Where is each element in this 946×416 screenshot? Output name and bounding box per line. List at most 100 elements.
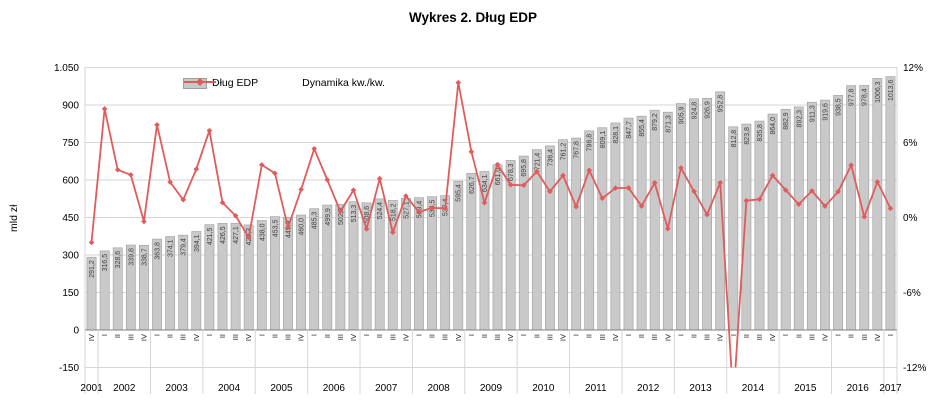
quarter-label: IV <box>663 334 672 341</box>
quarter-label: II <box>113 334 122 338</box>
diamond-marker-icon <box>678 165 684 171</box>
diamond-marker-icon <box>114 166 121 173</box>
quarter-label: I <box>205 334 214 336</box>
year-label: 2008 <box>427 383 450 394</box>
bar-value-label: 695,8 <box>521 159 528 177</box>
bar <box>806 101 817 331</box>
bar-value-label: 926,9 <box>705 101 712 119</box>
quarter-label: I <box>100 334 109 336</box>
bar-value-label: 626,7 <box>469 176 476 194</box>
legend-label: Dynamika kw./kw. <box>302 77 385 89</box>
year-label: 2013 <box>689 383 712 394</box>
chart-legend: Dług EDP Dynamika kw./kw. <box>183 77 385 89</box>
quarter-label: IV <box>820 334 829 341</box>
quarter-label: IV <box>139 334 148 341</box>
quarter-label: II <box>218 334 227 338</box>
diamond-marker-icon <box>376 175 383 182</box>
diamond-marker-icon <box>573 203 579 210</box>
quarter-label: III <box>126 334 135 340</box>
bar-value-label: 1013,6 <box>888 80 895 102</box>
quarter-label: III <box>493 334 502 340</box>
bar <box>545 145 555 331</box>
bar-value-label: 892,3 <box>796 110 803 128</box>
bar-value-label: 938,5 <box>836 98 843 116</box>
year-label: 2017 <box>879 383 902 394</box>
line-series-swatch <box>184 78 216 86</box>
y-left-tick-label: 600 <box>62 176 79 187</box>
bar <box>492 164 503 331</box>
bar-value-label: 879,2 <box>652 113 659 131</box>
bar-value-label: 661,0 <box>495 168 502 186</box>
y-right-tick-label: -6% <box>903 288 921 299</box>
diamond-marker-icon <box>468 148 475 155</box>
bar-value-label: 460,0 <box>299 218 306 236</box>
quarter-label: I <box>572 334 581 336</box>
year-label: 2005 <box>270 383 293 394</box>
bar <box>754 120 765 331</box>
diamond-marker-icon <box>481 199 488 206</box>
bar-value-label: 379,4 <box>181 238 188 256</box>
diamond-marker-icon <box>717 179 723 186</box>
diamond-marker-icon <box>730 398 736 404</box>
y-left-tick-label: 450 <box>62 213 79 224</box>
diamond-marker-icon <box>389 229 396 236</box>
bar-value-label: 485,3 <box>312 212 319 230</box>
bar-value-label: 905,9 <box>678 106 685 124</box>
bar-value-label: 978,4 <box>862 88 869 106</box>
quarter-label: III <box>231 334 240 340</box>
legend-label: Dług EDP <box>212 77 259 89</box>
year-label: 2016 <box>847 383 870 394</box>
quarter-label: I <box>467 334 476 336</box>
diamond-marker-icon <box>232 212 239 219</box>
year-label: 2006 <box>323 383 346 394</box>
bar <box>767 113 778 331</box>
year-label: 2014 <box>742 383 765 394</box>
bar <box>662 111 673 331</box>
bar-value-label: 421,5 <box>207 228 214 246</box>
diamond-marker-icon <box>520 182 527 189</box>
year-label: 2002 <box>113 383 136 394</box>
diamond-marker-icon <box>625 185 632 191</box>
quarter-label: I <box>676 334 685 336</box>
diamond-marker-icon <box>547 188 553 195</box>
year-label: 2009 <box>480 383 503 394</box>
diamond-marker-icon <box>363 226 370 232</box>
quarter-label: II <box>270 334 279 338</box>
year-label: 2012 <box>637 383 660 394</box>
chart-title: Wykres 2. Dług EDP <box>408 10 538 25</box>
quarter-label: I <box>519 334 528 336</box>
quarter-label: II <box>742 334 751 338</box>
bar-value-label: 427,1 <box>233 226 240 244</box>
bar-value-label: 911,3 <box>809 105 816 122</box>
line-series-group <box>88 79 894 404</box>
diamond-marker-icon <box>809 188 815 194</box>
year-label: 2010 <box>532 383 555 394</box>
quarter-label: II <box>428 334 437 338</box>
bar <box>741 123 752 331</box>
diamond-marker-icon <box>154 122 160 128</box>
year-label: 2015 <box>794 383 817 394</box>
diamond-marker-icon <box>219 199 226 206</box>
bar-value-label: 426,5 <box>220 226 227 244</box>
diamond-marker-icon <box>259 162 265 168</box>
year-label: 2011 <box>585 383 607 394</box>
diamond-marker-icon <box>311 145 317 152</box>
bar <box>872 78 883 331</box>
bar-value-label: 363,8 <box>155 242 162 260</box>
diamond-marker-icon <box>193 166 200 172</box>
diamond-marker-icon <box>861 213 868 220</box>
bar <box>649 109 660 331</box>
diamond-marker-icon <box>795 201 802 208</box>
bar <box>728 126 739 331</box>
year-label: 2001 <box>80 383 103 394</box>
quarter-label: IV <box>87 334 96 341</box>
diamond-marker-icon <box>272 170 278 177</box>
quarter-label: IV <box>401 334 410 341</box>
diamond-marker-icon <box>350 187 357 193</box>
bar-value-label: 796,8 <box>587 134 594 152</box>
y-right-tick-label: 0% <box>903 213 918 224</box>
diamond-marker-icon <box>704 211 710 218</box>
bar-value-label: 761,2 <box>561 143 568 161</box>
diamond-marker-icon <box>298 186 304 193</box>
